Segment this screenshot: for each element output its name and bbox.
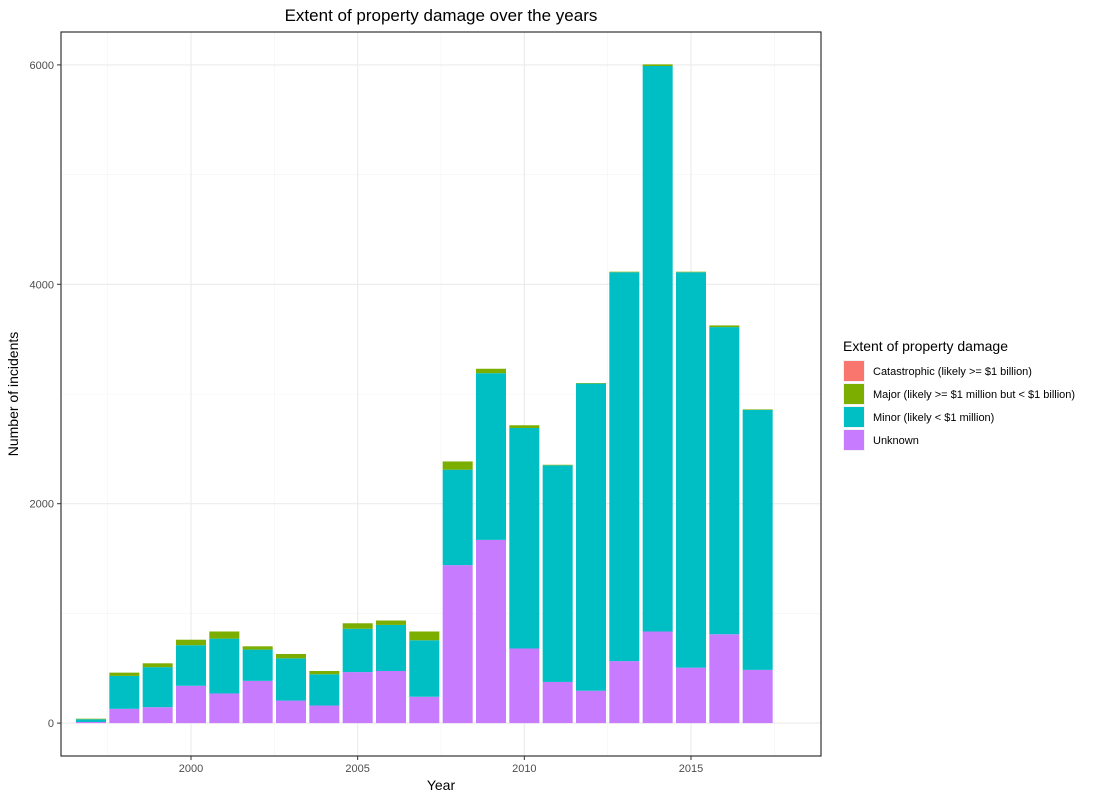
bar-segment-2013 xyxy=(609,271,640,273)
bar-segment-1999 xyxy=(142,707,173,724)
bar-segment-2015 xyxy=(676,272,706,668)
bar-segment-2009 xyxy=(476,539,506,724)
bar-segment-2007 xyxy=(409,640,440,697)
x-tick-label: 2000 xyxy=(179,763,203,775)
bar-segment-2007 xyxy=(409,696,440,724)
bar-segment-2008 xyxy=(442,469,473,566)
y-tick-label: 0 xyxy=(48,718,54,730)
x-axis: 2000 2005 2010 2015 xyxy=(179,756,703,775)
bar-segment-2010 xyxy=(509,428,540,649)
bar-segment-2010 xyxy=(509,648,540,724)
bar-segment-2005 xyxy=(342,628,373,673)
bar-segment-2010 xyxy=(509,425,540,429)
bar-segment-2016 xyxy=(709,325,740,328)
bar-segment-2012 xyxy=(576,383,606,691)
bar-segment-2012 xyxy=(576,690,606,724)
bar-segment-2002 xyxy=(242,646,273,650)
x-tick-label: 2015 xyxy=(679,763,703,775)
x-tick-label: 2010 xyxy=(512,763,536,775)
bar-segment-2003 xyxy=(276,700,306,724)
bar-segment-2001 xyxy=(209,693,240,724)
bar-segment-1998 xyxy=(109,708,140,724)
y-tick-label: 4000 xyxy=(30,279,54,291)
y-tick-label: 2000 xyxy=(30,499,54,511)
legend: Extent of property damage Catastrophic (… xyxy=(843,338,1075,451)
legend-swatch xyxy=(844,407,864,427)
bar-segment-2013 xyxy=(609,661,640,724)
legend-label: Catastrophic (likely >= $1 billion) xyxy=(873,366,1032,378)
bar-segment-2000 xyxy=(176,639,206,646)
bar-segment-2004 xyxy=(309,674,340,706)
bar-segment-2014 xyxy=(642,631,673,724)
chart-title: Extent of property damage over the years xyxy=(285,6,598,25)
bar-segment-2009 xyxy=(476,373,506,540)
bar-segment-2003 xyxy=(276,653,306,659)
bar-segment-2014 xyxy=(642,66,673,632)
bar-segment-1997 xyxy=(76,721,106,724)
bar-segment-1999 xyxy=(142,663,173,668)
bar-segment-2003 xyxy=(276,658,306,701)
bar-segment-2006 xyxy=(376,620,406,625)
legend-swatch xyxy=(844,384,864,404)
bar-segment-2017 xyxy=(742,409,773,410)
bar-segment-2002 xyxy=(242,649,273,681)
y-axis-title: Number of incidents xyxy=(5,332,21,457)
bar-segment-2004 xyxy=(309,705,340,724)
bar-segment-1998 xyxy=(109,675,140,709)
x-tick-label: 2005 xyxy=(345,763,369,775)
bar-segment-2011 xyxy=(542,464,573,466)
bar-segment-2014 xyxy=(642,64,673,67)
bar-segment-1998 xyxy=(109,672,140,676)
bar-segment-2000 xyxy=(176,685,206,724)
bar-segment-2000 xyxy=(176,645,206,686)
bar-segment-2009 xyxy=(476,368,506,374)
bar-segment-2008 xyxy=(442,461,473,470)
legend-label: Unknown xyxy=(873,435,919,447)
legend-title: Extent of property damage xyxy=(843,338,1008,354)
bar-segment-2013 xyxy=(609,272,640,662)
bar-segment-1997 xyxy=(76,719,106,722)
y-axis: 0 2000 4000 6000 xyxy=(30,60,61,730)
bar-segment-2017 xyxy=(742,669,773,724)
bar-segment-2016 xyxy=(709,327,740,635)
legend-label: Major (likely >= $1 million but < $1 bil… xyxy=(873,389,1075,401)
x-axis-title: Year xyxy=(427,777,456,793)
bar-segment-1997 xyxy=(76,718,106,720)
plot-panel-border xyxy=(60,31,822,757)
legend-swatch xyxy=(844,430,864,450)
y-tick-label: 6000 xyxy=(30,60,54,72)
bar-segment-2004 xyxy=(309,670,340,675)
bar-segment-1999 xyxy=(142,667,173,708)
bar-segment-2017 xyxy=(742,409,773,670)
bar-segment-2015 xyxy=(676,667,706,724)
bar-segment-2006 xyxy=(376,624,406,671)
bar-segment-2006 xyxy=(376,670,406,724)
bar-segment-2002 xyxy=(242,680,273,724)
legend-swatch xyxy=(844,361,864,381)
bar-segment-2005 xyxy=(342,623,373,629)
bar-segment-2001 xyxy=(209,631,240,639)
bar-segment-2001 xyxy=(209,638,240,694)
bar-segment-2011 xyxy=(542,465,573,682)
legend-label: Minor (likely < $1 million) xyxy=(873,412,994,424)
bar-segment-2007 xyxy=(409,631,440,641)
bar-segment-2008 xyxy=(442,565,473,724)
bars xyxy=(76,64,773,724)
bar-segment-2015 xyxy=(676,271,706,273)
bar-segment-2016 xyxy=(709,634,740,724)
grid xyxy=(61,32,821,756)
bar-segment-2011 xyxy=(542,681,573,724)
bar-segment-2005 xyxy=(342,672,373,724)
bar-segment-2012 xyxy=(576,383,606,384)
